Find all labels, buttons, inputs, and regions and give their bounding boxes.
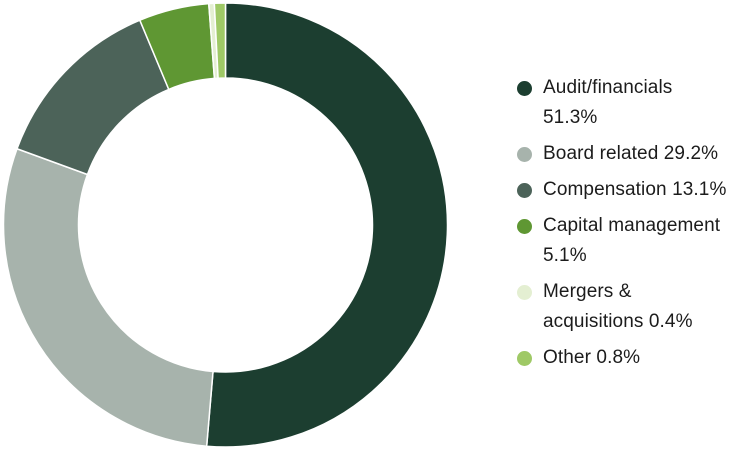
legend-label: Board related 29.2% bbox=[543, 139, 718, 169]
legend-label-line: Mergers & bbox=[543, 281, 632, 302]
legend-label-line: Board related 29.2% bbox=[543, 143, 719, 164]
legend-label-line: Audit/financials bbox=[543, 77, 673, 98]
legend-label: Compensation 13.1% bbox=[543, 175, 726, 205]
legend-label: Other 0.8% bbox=[543, 343, 640, 373]
legend-label-line: Other 0.8% bbox=[543, 347, 641, 368]
donut-chart bbox=[2, 2, 449, 448]
legend-item: Board related 29.2% bbox=[517, 139, 732, 169]
chart-slice-other bbox=[213, 2, 227, 79]
legend-item: Mergers & acquisitions 0.4% bbox=[517, 277, 732, 337]
legend-bullet-icon bbox=[517, 351, 532, 366]
legend-label-line: Capital management bbox=[543, 215, 721, 236]
legend-label-line: 5.1% bbox=[543, 245, 587, 266]
legend-label: Audit/financials 51.3% bbox=[543, 73, 672, 133]
legend-bullet-icon bbox=[517, 147, 532, 162]
legend-bullet-icon bbox=[517, 219, 532, 234]
legend-item: Other 0.8% bbox=[517, 343, 732, 373]
legend-label-line: 51.3% bbox=[543, 107, 598, 128]
legend-bullet-icon bbox=[517, 183, 532, 198]
chart-slice-compensation bbox=[16, 19, 170, 176]
legend-label-line: Compensation 13.1% bbox=[543, 179, 727, 200]
legend-label-line: acquisitions 0.4% bbox=[543, 311, 693, 332]
legend-label: Capital management 5.1% bbox=[543, 211, 720, 271]
legend-bullet-icon bbox=[517, 285, 532, 300]
chart-slice-board-related bbox=[2, 147, 214, 447]
chart-slice-audit-financials bbox=[205, 2, 449, 448]
legend-label: Mergers & acquisitions 0.4% bbox=[543, 277, 693, 337]
legend-item: Audit/financials 51.3% bbox=[517, 73, 732, 133]
legend-bullet-icon bbox=[517, 81, 532, 96]
legend-item: Compensation 13.1% bbox=[517, 175, 732, 205]
legend: Audit/financials 51.3% Board related 29.2%… bbox=[517, 73, 732, 379]
legend-item: Capital management 5.1% bbox=[517, 211, 732, 271]
